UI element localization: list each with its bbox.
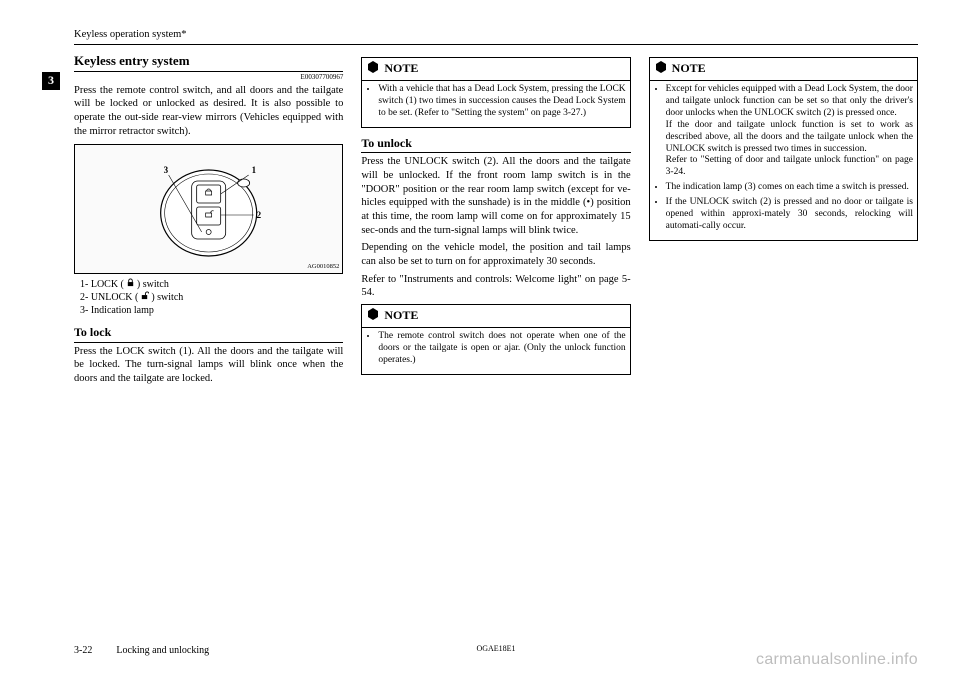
legend-row-3: 3- Indication lamp	[80, 304, 343, 317]
legend-2-pre: 2- UNLOCK (	[80, 291, 138, 304]
to-lock-paragraph: Press the LOCK switch (1). All the doors…	[74, 345, 343, 386]
note-item: The indication lamp (3) comes on each ti…	[666, 182, 913, 194]
note-item: With a vehicle that has a Dead Lock Syst…	[378, 84, 625, 120]
unlock-p2: Depending on the vehicle model, the posi…	[361, 241, 630, 268]
figure-legend: 1- LOCK ( ) switch 2- UNLOCK ( ) switch …	[80, 278, 343, 317]
chapter-badge: 3	[42, 72, 60, 90]
unlock-p1: Press the UNLOCK switch (2). All the doo…	[361, 155, 630, 237]
note-title: NOTE	[650, 58, 917, 82]
legend-1-post: ) switch	[137, 278, 169, 291]
note-label: NOTE	[672, 61, 706, 77]
heading-to-unlock: To unlock	[361, 136, 630, 154]
note-label: NOTE	[384, 61, 418, 77]
document-code: OGAE18E1	[476, 644, 515, 654]
note-item: Except for vehicles equipped with a Dead…	[666, 84, 913, 179]
watermark: carmanualsonline.info	[756, 650, 918, 671]
note-icon	[366, 60, 380, 79]
section-code: E00307700967	[74, 73, 343, 82]
remote-key-figure: 1 2 3 AG0010852	[74, 144, 343, 274]
lock-icon	[126, 278, 135, 291]
column-2: NOTE With a vehicle that has a Dead Lock…	[361, 53, 630, 390]
note-title: NOTE	[362, 58, 629, 82]
unlock-p3: Refer to "Instruments and controls: Welc…	[361, 273, 630, 300]
intro-paragraph: Press the remote control switch, and all…	[74, 84, 343, 139]
page-number: 3-22	[74, 644, 92, 657]
legend-row-2: 2- UNLOCK ( ) switch	[80, 291, 343, 304]
header-rule	[74, 44, 918, 45]
heading-to-lock: To lock	[74, 325, 343, 343]
note-box-deadlock: NOTE With a vehicle that has a Dead Lock…	[361, 57, 630, 128]
heading-keyless-entry: Keyless entry system	[74, 53, 343, 72]
column-1: Keyless entry system E00307700967 Press …	[74, 53, 343, 390]
note-item: If the UNLOCK switch (2) is pressed and …	[666, 197, 913, 233]
fig-label-3: 3	[164, 165, 169, 175]
running-head: Keyless operation system*	[42, 28, 918, 42]
unlock-icon	[140, 291, 149, 304]
remote-key-illustration: 1 2 3	[75, 145, 342, 273]
footer-section: Locking and unlocking	[116, 644, 209, 657]
fig-label-1: 1	[252, 165, 257, 175]
column-3: NOTE Except for vehicles equipped with a…	[649, 53, 918, 390]
note-box-unlock-settings: NOTE Except for vehicles equipped with a…	[649, 57, 918, 241]
fig-label-2: 2	[257, 210, 262, 220]
legend-3: 3- Indication lamp	[80, 304, 154, 317]
legend-1-pre: 1- LOCK (	[80, 278, 124, 291]
note-title: NOTE	[362, 305, 629, 329]
note-label: NOTE	[384, 308, 418, 324]
legend-2-post: ) switch	[151, 291, 183, 304]
note-icon	[366, 307, 380, 326]
figure-code: AG0010852	[307, 263, 339, 271]
note-icon	[654, 60, 668, 79]
legend-row-1: 1- LOCK ( ) switch	[80, 278, 343, 291]
note-item: The remote control switch does not opera…	[378, 331, 625, 367]
note-box-remote: NOTE The remote control switch does not …	[361, 304, 630, 375]
